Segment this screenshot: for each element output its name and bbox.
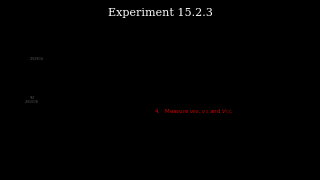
Text: 2.   Set $V_{CC}$ = 5 [V].: 2. Set $V_{CC}$ = 5 [V]. — [154, 46, 209, 55]
Text: $V_T$: $V_T$ — [67, 75, 74, 82]
Text: 4.   Measure $v_{BB}$, $v_2$ and $V_{CC}$.: 4. Measure $v_{BB}$, $v_2$ and $V_{CC}$. — [154, 107, 234, 116]
Text: where $f$ = 100 [Hz].: where $f$ = 100 [Hz]. — [154, 92, 223, 100]
Text: $V_{in}$: $V_{in}$ — [5, 114, 12, 122]
Text: $V_{CC}$: $V_{CC}$ — [130, 46, 140, 55]
Text: 5.   Draw $i_2$ vs. $v_{CC}$ curve.: 5. Draw $i_2$ vs. $v_{CC}$ curve. — [154, 122, 225, 131]
Text: $R_C$: $R_C$ — [111, 44, 118, 53]
Text: Experiment 15.2.3: Experiment 15.2.3 — [108, 8, 212, 18]
Text: 3.   Set $v_{BB}$ as: 3. Set $v_{BB}$ as — [154, 62, 194, 71]
Text: 1.   Construct this circuit.: 1. Construct this circuit. — [154, 31, 223, 36]
Bar — [12, 31, 127, 138]
Text: 2N1008: 2N1008 — [24, 100, 38, 104]
Text: ~: ~ — [21, 114, 27, 120]
Text: $R_B$: $R_B$ — [49, 35, 55, 43]
Text: 5[V]: 5[V] — [132, 55, 140, 59]
Text: 2N3904: 2N3904 — [30, 57, 44, 61]
Text: Pause the video and follow the instructions. This is to measure the current i₂ t: Pause the video and follow the instructi… — [6, 151, 219, 162]
Text: $v_{BB}$ = 1 sin$\omega$t + 2 [V]: $v_{BB}$ = 1 sin$\omega$t + 2 [V] — [154, 77, 228, 86]
Text: 3.3 [kΩ]: 3.3 [kΩ] — [109, 52, 125, 56]
Text: Tr2: Tr2 — [28, 96, 34, 100]
